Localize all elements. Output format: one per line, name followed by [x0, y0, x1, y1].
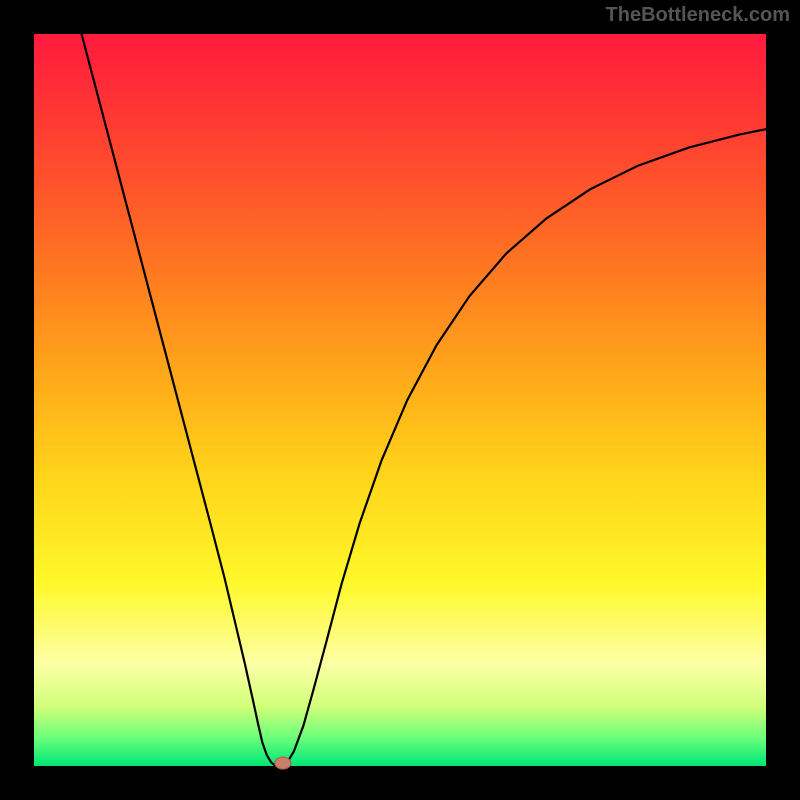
plot-background: [34, 34, 766, 766]
bottleneck-chart: [0, 0, 800, 800]
optimal-point-marker: [275, 757, 291, 769]
watermark-text: TheBottleneck.com: [606, 4, 790, 27]
chart-container: TheBottleneck.com: [0, 0, 800, 800]
